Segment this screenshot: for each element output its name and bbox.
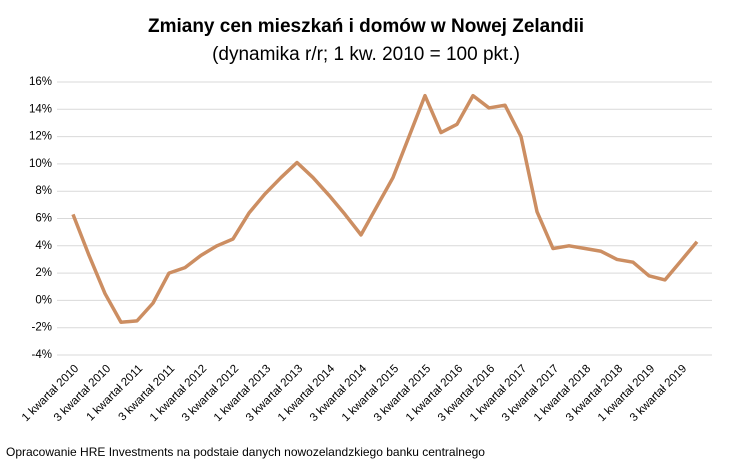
x-tick-label: 3 kwartał 2018	[564, 363, 625, 424]
y-tick-label: 8%	[35, 185, 52, 197]
x-tick-label: 1 kwartał 2015	[340, 363, 401, 424]
y-tick-label: 14%	[29, 103, 52, 115]
x-tick-label: 1 kwartał 2016	[404, 363, 465, 424]
x-tick-label: 1 kwartał 2011	[84, 363, 145, 424]
x-tick-label: 1 kwartał 2019	[596, 363, 657, 424]
y-tick-label: 2%	[35, 267, 52, 279]
x-tick-label: 1 kwartał 2012	[148, 363, 209, 424]
y-tick-label: 10%	[29, 158, 52, 170]
x-tick-label: 3 kwartał 2013	[244, 363, 305, 424]
x-tick-label: 3 kwartał 2012	[180, 363, 241, 424]
x-tick-label: 3 kwartał 2019	[628, 363, 689, 424]
x-tick-label: 1 kwartał 2018	[532, 363, 593, 424]
x-tick-label: 1 kwartał 2010	[20, 363, 81, 424]
x-tick-label: 3 kwartał 2016	[436, 363, 497, 424]
x-tick-label: 3 kwartał 2011	[116, 363, 177, 424]
x-tick-label: 3 kwartał 2010	[52, 363, 113, 424]
x-tick-label: 1 kwartał 2017	[468, 363, 529, 424]
x-tick-label: 3 kwartał 2014	[308, 362, 370, 424]
y-tick-label: 0%	[35, 294, 52, 306]
data-line	[71, 93, 699, 324]
chart-title: Zmiany cen mieszkań i domów w Nowej Zela…	[148, 16, 584, 37]
x-tick-label: 3 kwartał 2015	[372, 363, 433, 424]
y-tick-label: -4%	[32, 349, 52, 361]
x-tick-label: 1 kwartał 2014	[276, 362, 338, 424]
x-tick-label: 3 kwartał 2017	[500, 363, 561, 424]
y-tick-label: -2%	[32, 322, 52, 334]
source-note: Opracowanie HRE Investments na podstaie …	[6, 445, 485, 459]
x-tick-label: 1 kwartał 2013	[212, 363, 273, 424]
y-tick-label: 4%	[35, 240, 52, 252]
chart-subtitle: (dynamika r/r; 1 kw. 2010 = 100 pkt.)	[212, 44, 520, 65]
y-tick-label: 16%	[29, 76, 52, 88]
y-tick-label: 12%	[29, 131, 52, 143]
y-tick-label: 6%	[35, 213, 52, 225]
